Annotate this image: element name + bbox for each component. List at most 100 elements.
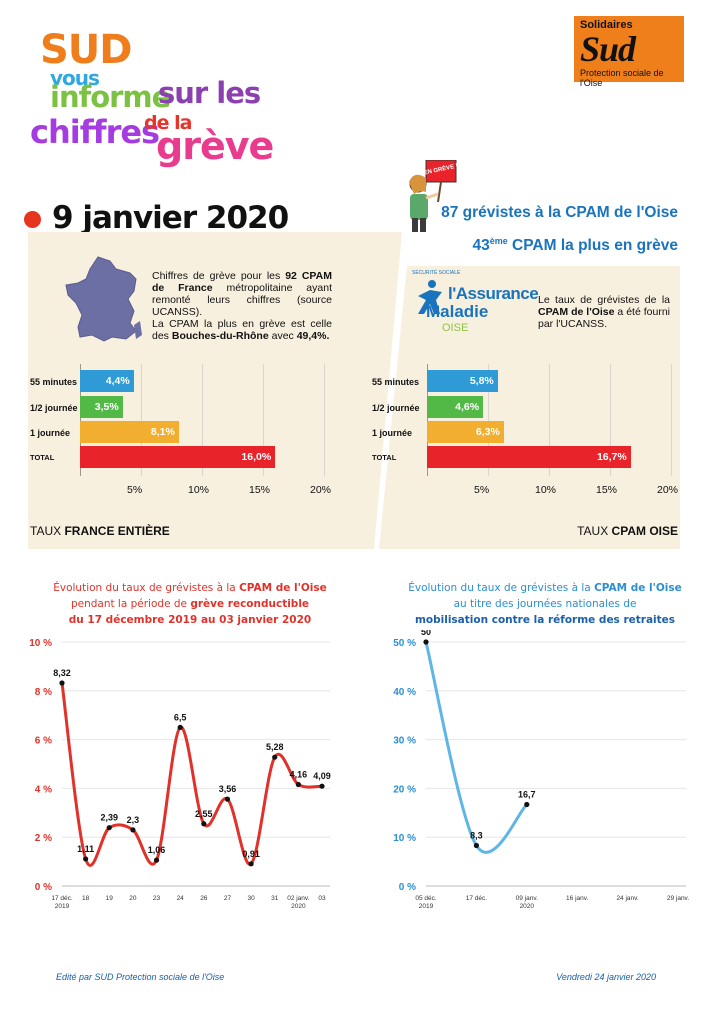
oise-text-2: CPAM de l'Oise bbox=[538, 306, 615, 318]
bar-value-label: 6,3% bbox=[475, 426, 500, 438]
data-point bbox=[248, 861, 254, 867]
bar-value-label: 4,6% bbox=[455, 401, 480, 413]
x-tick-label: 24 janv. bbox=[616, 895, 638, 902]
x-tick-label: 17 déc. bbox=[466, 895, 488, 902]
x-tick-label: 17 déc. bbox=[51, 895, 73, 902]
bar-category-label: 1 journée bbox=[372, 428, 413, 438]
x-tick-label: 24 bbox=[177, 895, 185, 902]
headline-word-informe: informe bbox=[50, 80, 171, 114]
am-logo-small: SÉCURITÉ SOCIALE bbox=[412, 270, 461, 276]
bar-gridline bbox=[202, 364, 203, 476]
y-tick-label: 10 % bbox=[29, 638, 52, 649]
striker-count-text: grévistes à la CPAM de l'Oise bbox=[458, 204, 678, 221]
bar-gridline bbox=[549, 364, 550, 476]
logo-name: Sud bbox=[580, 29, 636, 69]
oise-rank: 43ème CPAM la plus en grève bbox=[472, 236, 678, 255]
data-point bbox=[106, 825, 112, 831]
oise-striker-count: 87 grévistes à la CPAM de l'Oise bbox=[441, 204, 678, 222]
bar-axis-tick: 5% bbox=[127, 484, 143, 496]
france-caption: TAUX FRANCE ENTIÈRE bbox=[30, 524, 170, 538]
x-tick-year: 2020 bbox=[291, 903, 306, 910]
data-label: 2,39 bbox=[101, 813, 119, 823]
bar-axis-tick: 10% bbox=[188, 484, 210, 496]
data-label: 0,91 bbox=[242, 849, 260, 859]
oise-text-3: a été fourni par l'UCANSS. bbox=[538, 306, 671, 330]
chart1-title-1: Évolution du taux de grévistes à la bbox=[53, 582, 240, 594]
france-text-1: Chiffres de grève pour les bbox=[152, 270, 286, 282]
oise-caption-bold: CPAM OISE bbox=[611, 524, 678, 538]
bar-category-label: 55 minutes bbox=[372, 377, 420, 387]
bar-value-label: 16,7% bbox=[596, 451, 627, 463]
x-tick-label: 27 bbox=[224, 895, 232, 902]
headline-word-sur-les: sur les bbox=[158, 76, 261, 110]
chart1-title-2: CPAM de l'Oise bbox=[239, 582, 327, 594]
bar-2: 6,3% bbox=[427, 421, 504, 443]
oise-caption: TAUX CPAM OISE bbox=[577, 524, 678, 538]
am-logo-line2: Maladie bbox=[426, 302, 489, 321]
x-tick-year: 2020 bbox=[520, 903, 535, 910]
data-label: 4,16 bbox=[290, 769, 308, 779]
y-tick-label: 6 % bbox=[35, 736, 52, 747]
bar-gridline bbox=[80, 364, 81, 476]
chart1-title: Évolution du taux de grévistes à la CPAM… bbox=[40, 580, 340, 628]
data-point bbox=[201, 821, 207, 827]
bar-value-label: 8,1% bbox=[150, 426, 175, 438]
chart1-title-3: pendant la période de bbox=[70, 598, 191, 610]
chart2-title: Évolution du taux de grévistes à la CPAM… bbox=[400, 580, 690, 628]
y-tick-label: 0 % bbox=[399, 882, 416, 893]
striker-illustration: EN GRÈVE ! bbox=[409, 160, 458, 232]
data-point bbox=[473, 842, 479, 849]
logo-bottom-text: Protection sociale de l'Oise bbox=[580, 68, 664, 88]
data-point bbox=[524, 801, 530, 808]
bar-category-label: 1/2 journée bbox=[30, 403, 78, 413]
france-map-icon bbox=[65, 256, 142, 342]
bar-3: 16,7% bbox=[427, 446, 631, 468]
france-bar-chart: 5% 10% 15% 20% 55 minutes 4,4% 1/2 journée 3,5%… bbox=[30, 364, 332, 496]
oise-bar-chart: 5% 10% 15% 20% 55 minutes 5,8% 1/2 journée 4,6%… bbox=[372, 364, 678, 496]
oise-description: Le taux de grévistes de la CPAM de l'Ois… bbox=[538, 294, 670, 330]
bar-axis-tick: 20% bbox=[310, 484, 332, 496]
bar-category-label: TOTAL bbox=[372, 453, 397, 462]
bar-gridline bbox=[324, 364, 325, 476]
chart2-title-1: Évolution du taux de grévistes à la bbox=[408, 582, 595, 594]
data-label: 1,06 bbox=[148, 845, 166, 855]
bar-0: 5,8% bbox=[427, 370, 498, 392]
bar-gridline bbox=[488, 364, 489, 476]
france-caption-bold: FRANCE ENTIÈRE bbox=[64, 524, 170, 538]
bar-gridline bbox=[610, 364, 611, 476]
date-bullet bbox=[24, 211, 41, 228]
am-logo-line1: l'Assurance bbox=[448, 284, 539, 303]
data-label: 5,28 bbox=[266, 742, 284, 752]
chart1-line-chart: 0 % 2 % 4 % 6 % 8 % 10 % 17 déc.2019 18 19 20 23 24… bbox=[29, 638, 331, 910]
bar-category-label: 1/2 journée bbox=[372, 403, 420, 413]
x-tick-label: 19 bbox=[106, 895, 114, 902]
rank-suffix: ème bbox=[489, 236, 508, 246]
bar-1: 3,5% bbox=[80, 396, 123, 418]
data-label: 2,55 bbox=[195, 809, 213, 819]
x-tick-label: 18 bbox=[82, 895, 90, 902]
chart2-line-chart: 0 % 10 % 20 % 30 % 40 % 50 % 05 déc.2019 17 déc… bbox=[393, 630, 689, 910]
x-tick-label: 03 bbox=[318, 895, 326, 902]
france-text-5: Bouches-du-Rhône bbox=[171, 330, 269, 342]
data-label: 8,32 bbox=[53, 668, 71, 678]
bar-gridline bbox=[671, 364, 672, 476]
bar-category-label: TOTAL bbox=[30, 453, 55, 462]
y-tick-label: 30 % bbox=[393, 736, 416, 747]
data-point bbox=[153, 857, 160, 863]
x-tick-label: 09 janv. bbox=[516, 895, 538, 902]
assurance-maladie-logo: SÉCURITÉ SOCIALE l'Assurance Maladie OIS… bbox=[412, 270, 539, 340]
oise-panel-bg bbox=[379, 266, 680, 549]
data-point bbox=[224, 796, 231, 802]
bar-value-label: 4,4% bbox=[105, 375, 130, 387]
data-point bbox=[423, 639, 429, 645]
oise-text-1: Le taux de grévistes de la bbox=[538, 294, 670, 306]
france-caption-prefix: TAUX bbox=[30, 524, 65, 538]
bar-value-label: 3,5% bbox=[94, 401, 119, 413]
bar-value-label: 5,8% bbox=[469, 375, 494, 387]
data-point bbox=[59, 680, 65, 686]
x-tick-year: 2019 bbox=[419, 903, 434, 910]
sud-solidaires-logo: Solidaires Sud Protection sociale de l'O… bbox=[574, 16, 684, 88]
france-description-p1: Chiffres de grève pour les 92 CPAM de Fr… bbox=[152, 270, 332, 318]
bar-gridline bbox=[427, 364, 428, 476]
oise-caption-prefix: TAUX bbox=[577, 524, 612, 538]
